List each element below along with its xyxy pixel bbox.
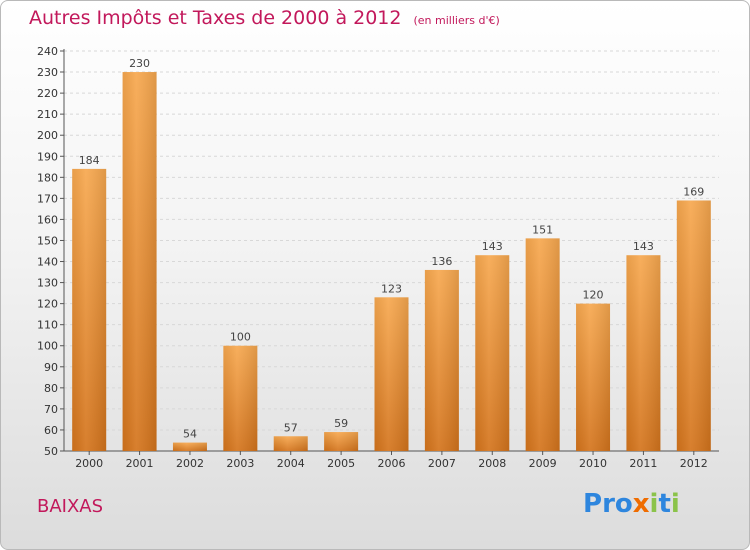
bar-shade [525,238,560,451]
y-tick-label: 150 [37,234,58,247]
x-tick-label: 2005 [327,457,355,470]
bar-shade [626,255,661,451]
x-tick-label: 2006 [378,457,406,470]
data-label: 143 [633,240,654,253]
subtitle-text: (en milliers d'€) [413,14,500,27]
data-label: 57 [284,421,298,434]
bar-layer [72,72,711,452]
data-label: 54 [183,428,197,441]
y-tick-label: 50 [44,445,58,458]
bar-shade [324,432,359,451]
data-label: 59 [334,417,348,430]
data-label: 136 [431,255,452,268]
y-tick-label: 230 [37,66,58,79]
brand-letter: i [670,489,680,519]
x-tick-label: 2002 [176,457,204,470]
y-tick-label: 190 [37,150,58,163]
brand-letter: r [602,489,615,519]
data-label: 143 [482,240,503,253]
y-tick-label: 110 [37,319,58,332]
brand-letter: i [649,489,659,519]
bar-shade [374,297,409,451]
bar-shade [223,345,258,451]
bar-shade [273,436,308,451]
x-tick-label: 2009 [529,457,557,470]
x-tick-label: 2003 [226,457,254,470]
label-layer: 2000 184 2001 230 2002 54 2003 100 2004 57 2005 59 2… [75,57,708,470]
data-label: 100 [230,331,251,344]
grid-layer [64,50,719,452]
brand-letter: P [583,489,603,519]
data-label: 123 [381,282,402,295]
brand-letter: o [614,489,633,519]
y-tick-label: 140 [37,256,58,269]
bar-shade [72,168,107,452]
x-tick-label: 2012 [680,457,708,470]
title-text: Autres Impôts et Taxes de 2000 à 2012 [29,7,402,29]
bar-shade [424,269,459,451]
axis-layer: 50 60 70 80 90 100 110 120 130 140 150 160 170 180 190… [37,45,719,458]
x-tick-label: 2011 [629,457,657,470]
y-tick-label: 100 [37,340,58,353]
x-tick-label: 2008 [478,457,506,470]
y-tick-label: 70 [44,403,58,416]
x-tick-label: 2001 [126,457,154,470]
y-tick-label: 210 [37,108,58,121]
chart-title: Autres Impôts et Taxes de 2000 à 2012 (e… [29,7,500,29]
data-label: 169 [683,185,704,198]
y-tick-label: 240 [37,45,58,58]
y-tick-label: 120 [37,298,58,311]
data-label: 184 [79,154,100,167]
y-tick-label: 80 [44,382,58,395]
y-tick-label: 170 [37,192,58,205]
y-tick-label: 60 [44,424,58,437]
bar-shade [475,255,510,451]
brand-letter: x [632,489,650,519]
y-tick-label: 220 [37,87,58,100]
x-tick-label: 2010 [579,457,607,470]
brand-logo: Proxiti [583,489,680,519]
data-label: 151 [532,223,553,236]
location-label: BAIXAS [37,496,104,517]
bar-shade [172,442,207,451]
bar-shade [576,303,611,451]
brand-letter: t [658,489,671,519]
x-tick-label: 2004 [277,457,305,470]
y-tick-label: 160 [37,213,58,226]
x-tick-label: 2000 [75,457,103,470]
bar-shade [122,72,157,451]
x-tick-label: 2007 [428,457,456,470]
data-label: 230 [129,57,150,70]
bar-shade [676,200,711,451]
y-tick-label: 180 [37,171,58,184]
y-tick-label: 90 [44,361,58,374]
data-label: 120 [583,289,604,302]
y-tick-label: 200 [37,129,58,142]
y-tick-label: 130 [37,277,58,290]
